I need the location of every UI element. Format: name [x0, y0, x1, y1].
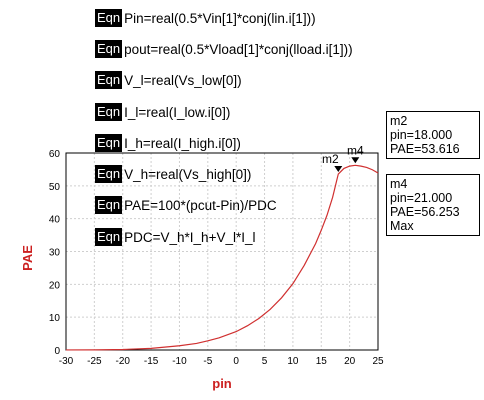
equation-text: PAE=100*(pcut-Pin)/PDC — [124, 197, 277, 213]
y-tick-label: 10 — [49, 313, 61, 324]
equation-row[interactable]: Eqn I_l=real(I_low.i[0]) — [95, 102, 230, 122]
equation-row[interactable]: Eqn Pin=real(0.5*Vin[1]*conj(lin.i[1])) — [95, 8, 316, 28]
marker-max: Max — [390, 219, 414, 233]
equation-text: PDC=V_h*I_h+V_l*I_l — [124, 229, 256, 245]
y-tick-label: 0 — [54, 346, 60, 357]
equation-text: Pin=real(0.5*Vin[1]*conj(lin.i[1])) — [124, 10, 316, 26]
marker-m4-label: m4 — [347, 143, 364, 157]
x-tick-label: -15 — [144, 356, 159, 367]
marker-readout-m4[interactable]: m4 pin=21.000 PAE=56.253 Max — [386, 174, 480, 236]
marker-m4-triangle[interactable] — [351, 157, 360, 164]
marker-m2-triangle[interactable] — [334, 165, 343, 172]
x-tick-label: 0 — [233, 356, 239, 367]
y-tick-labels: 0 10 20 30 40 50 60 — [49, 149, 61, 357]
x-tick-label: -5 — [203, 356, 212, 367]
equation-text: V_h=real(Vs_high[0]) — [124, 166, 252, 182]
x-axis-label: pin — [212, 376, 232, 391]
y-tick-label: 40 — [49, 215, 61, 226]
y-tick-label: 20 — [49, 280, 61, 291]
x-tick-label: -20 — [116, 356, 131, 367]
x-tick-label: -25 — [87, 356, 102, 367]
equation-text: V_l=real(Vs_low[0]) — [124, 72, 242, 88]
eqn-badge: Eqn — [95, 228, 123, 246]
marker-name: m4 — [390, 177, 408, 191]
equation-row[interactable]: Eqn PAE=100*(pcut-Pin)/PDC — [95, 195, 277, 215]
equation-row[interactable]: Eqn PDC=V_h*I_h+V_l*I_l — [95, 227, 255, 247]
equation-text: pout=real(0.5*Vload[1]*conj(lload.i[1])) — [124, 41, 353, 57]
equation-row[interactable]: Eqn I_h=real(I_high.i[0]) — [95, 133, 241, 153]
eqn-badge: Eqn — [95, 40, 123, 58]
x-tick-label: -10 — [172, 356, 187, 367]
equation-text: I_h=real(I_high.i[0]) — [124, 135, 241, 151]
plot-frame — [65, 152, 379, 351]
x-tick-label: 25 — [372, 356, 384, 367]
y-tick-label: 30 — [49, 248, 61, 259]
marker-pin: pin=18.000 — [390, 128, 453, 142]
y-axis-label: PAE — [20, 245, 35, 271]
y-tick-label: 50 — [49, 182, 61, 193]
x-tick-label: -30 — [59, 356, 74, 367]
marker-readout-m2[interactable]: m2 pin=18.000 PAE=53.616 — [386, 111, 480, 159]
y-tick-label: 60 — [49, 149, 61, 160]
eqn-badge: Eqn — [95, 196, 123, 214]
marker-name: m2 — [390, 114, 408, 128]
x-tick-label: 10 — [287, 356, 299, 367]
marker-m2-label: m2 — [322, 152, 339, 166]
eqn-badge: Eqn — [95, 9, 123, 27]
x-tick-label: 5 — [262, 356, 268, 367]
x-tick-labels: -30 -25 -20 -15 -10 -5 0 5 10 15 20 25 — [59, 356, 384, 367]
eqn-badge: Eqn — [95, 134, 123, 152]
marker-layer: m2 m4 — [322, 143, 364, 172]
equation-text: I_l=real(I_low.i[0]) — [124, 104, 231, 120]
eqn-badge: Eqn — [95, 165, 123, 183]
x-tick-label: 15 — [316, 356, 328, 367]
marker-pae: PAE=56.253 — [390, 205, 460, 219]
marker-pae: PAE=53.616 — [390, 142, 460, 156]
equation-row[interactable]: Eqn V_l=real(Vs_low[0]) — [95, 70, 242, 90]
eqn-badge: Eqn — [95, 71, 123, 89]
pae-series-line — [65, 164, 379, 351]
marker-pin: pin=21.000 — [390, 191, 453, 205]
equation-row[interactable]: Eqn V_h=real(Vs_high[0]) — [95, 164, 251, 184]
equation-row[interactable]: Eqn pout=real(0.5*Vload[1]*conj(lload.i[… — [95, 39, 353, 59]
eqn-badge: Eqn — [95, 103, 123, 121]
x-tick-label: 20 — [344, 356, 356, 367]
